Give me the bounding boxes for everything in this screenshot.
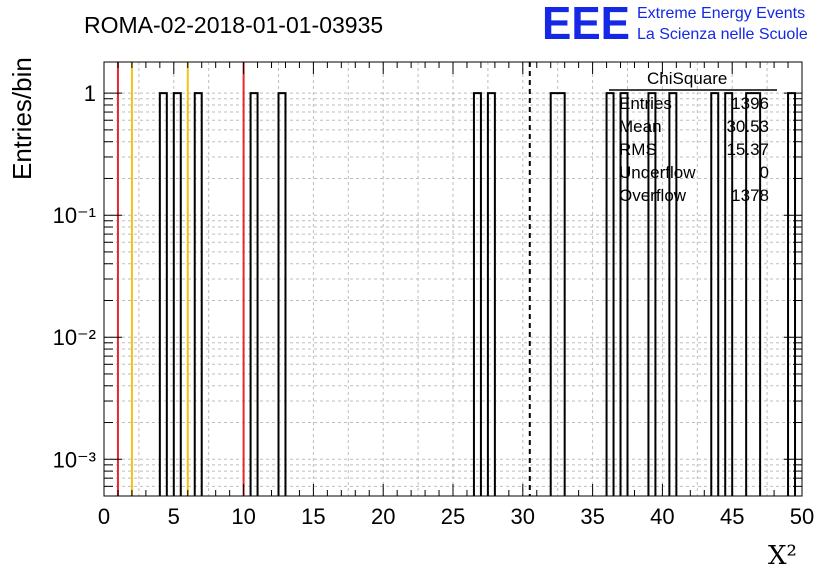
stats-box-frame bbox=[609, 89, 777, 91]
histogram-bar bbox=[193, 92, 203, 496]
histogram-bar bbox=[668, 92, 678, 496]
histogram-bar bbox=[605, 92, 615, 496]
y-tick-label: 1 bbox=[84, 81, 96, 106]
x-tick-label: 35 bbox=[580, 504, 604, 529]
stats-value: 30.53 bbox=[726, 117, 769, 136]
x-tick-label: 30 bbox=[511, 504, 535, 529]
histogram-bars bbox=[158, 92, 797, 496]
x-tick-label: 50 bbox=[790, 504, 814, 529]
histogram-bar bbox=[249, 92, 259, 496]
x-tick-label: 0 bbox=[98, 504, 110, 529]
logo-line1: Extreme Energy Events bbox=[637, 5, 805, 22]
chart-title: ROMA-02-2018-01-01-03935 bbox=[84, 12, 383, 38]
stats-label: RMS bbox=[619, 140, 657, 159]
histogram-bar bbox=[647, 92, 657, 496]
histogram-bar bbox=[710, 92, 720, 496]
logo-line2: La Scienza nelle Scuole bbox=[637, 26, 808, 43]
logo-mark: EEE bbox=[542, 0, 630, 49]
histogram-bar bbox=[619, 92, 629, 496]
x-axis-label: X² bbox=[768, 541, 797, 571]
stats-title: ChiSquare bbox=[647, 69, 728, 88]
stats-value: 1378 bbox=[731, 186, 769, 205]
x-tick-label: 10 bbox=[231, 504, 255, 529]
x-axis-ticks: 0 5 10 15 20 25 30 35 40 45 50 bbox=[98, 62, 814, 529]
stats-value: 15.37 bbox=[726, 140, 769, 159]
stats-box: ChiSquare Entries 1396 Mean 30.53 RMS 15… bbox=[609, 66, 779, 205]
histogram-bar bbox=[277, 92, 287, 496]
stats-label: Overflow bbox=[619, 186, 687, 205]
histogram-bar bbox=[472, 92, 482, 496]
reference-lines bbox=[116, 62, 531, 496]
stats-label: Entries bbox=[619, 94, 672, 113]
x-tick-label: 20 bbox=[371, 504, 395, 529]
x-tick-label: 40 bbox=[650, 504, 674, 529]
stats-value: 0 bbox=[759, 163, 769, 182]
histogram-bar bbox=[724, 92, 734, 496]
stats-value: 1396 bbox=[731, 94, 769, 113]
y-axis-ticks: 1 10⁻¹ 10⁻² 10⁻³ bbox=[53, 81, 802, 497]
histogram-bar bbox=[158, 92, 168, 496]
x-tick-label: 45 bbox=[720, 504, 744, 529]
y-tick-label: 10⁻³ bbox=[53, 447, 96, 472]
histogram-bar bbox=[549, 92, 566, 496]
x-tick-label: 5 bbox=[168, 504, 180, 529]
y-tick-label: 10⁻² bbox=[53, 325, 96, 350]
histogram-bar bbox=[486, 92, 496, 496]
eee-logo: EEE Extreme Energy Events La Scienza nel… bbox=[542, 0, 808, 49]
stats-label: Mean bbox=[619, 117, 662, 136]
histogram-bar bbox=[172, 92, 182, 496]
y-tick-label: 10⁻¹ bbox=[53, 203, 96, 228]
x-tick-label: 15 bbox=[301, 504, 325, 529]
stats-label: Underflow bbox=[619, 163, 696, 182]
histogram-bar bbox=[787, 92, 797, 496]
x-tick-label: 25 bbox=[441, 504, 465, 529]
histogram-bar bbox=[745, 92, 762, 496]
y-axis-label: Entries/bin bbox=[7, 57, 37, 180]
